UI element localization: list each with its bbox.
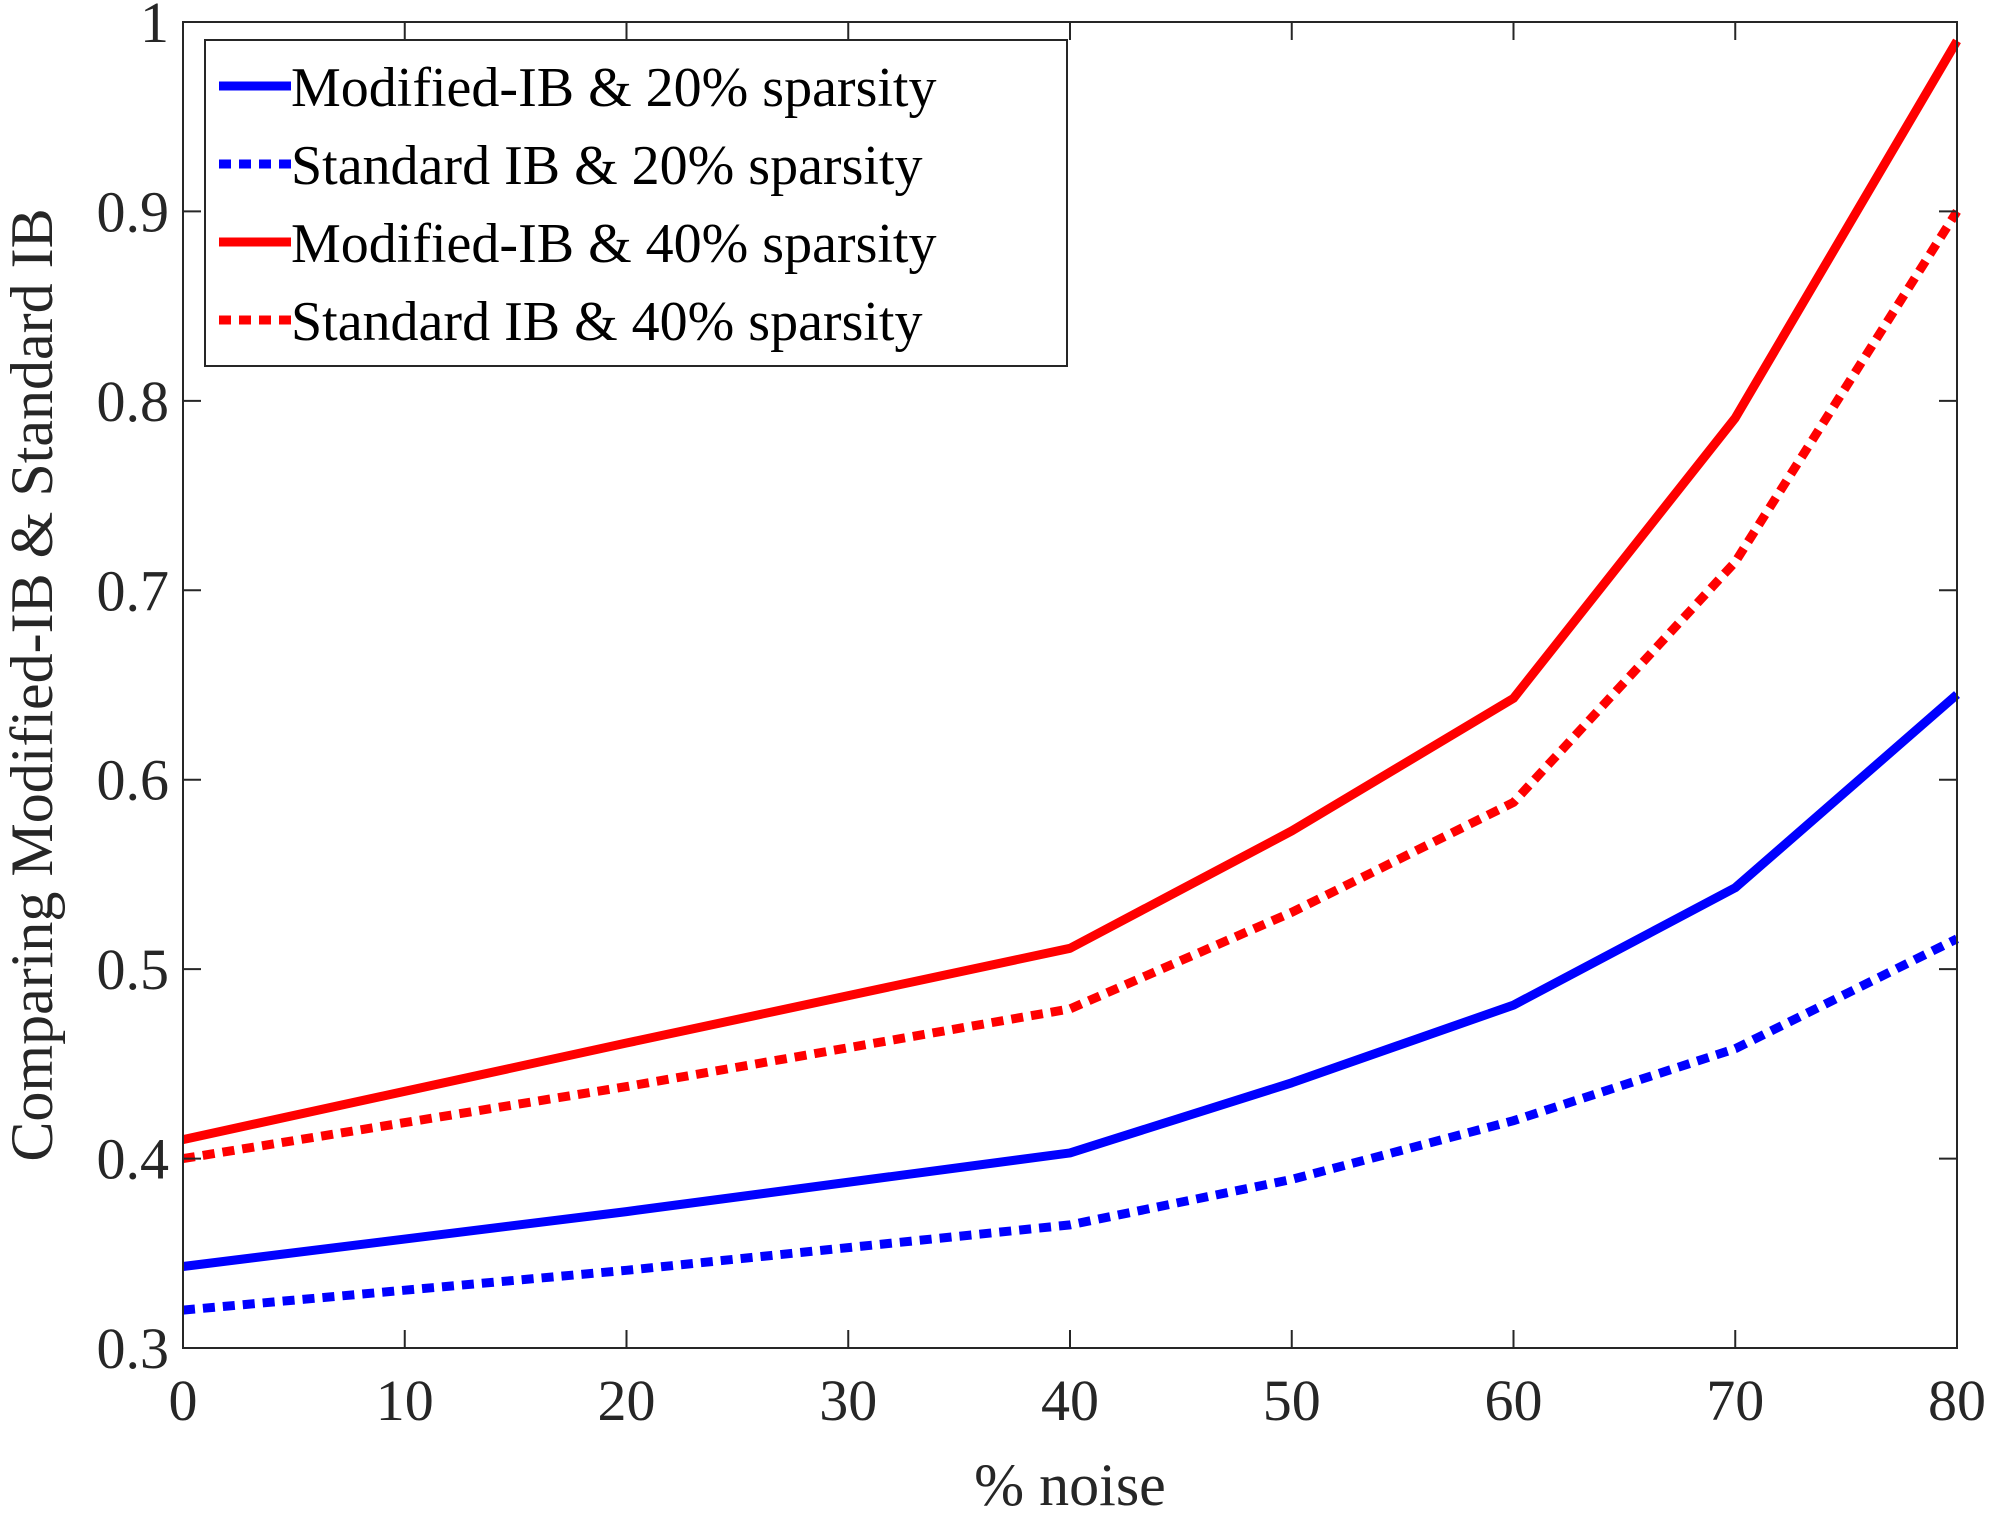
x-axis-label: % noise: [974, 1452, 1166, 1518]
y-tick-label: 0.4: [97, 1127, 170, 1192]
y-tick-label: 0.7: [97, 558, 170, 623]
y-axis-label: Comparing Modified-IB & Standard IB: [0, 208, 65, 1161]
x-tick-label: 40: [1041, 1368, 1099, 1433]
x-tick-label: 70: [1706, 1368, 1764, 1433]
series-line-3: [182, 38, 1961, 1144]
series-layer: [182, 38, 1961, 1315]
series-line-2: [182, 934, 1959, 1315]
series-line-4: [182, 208, 1961, 1164]
y-tick-label: 0.9: [97, 179, 170, 244]
x-tick-label: 50: [1263, 1368, 1321, 1433]
legend-box: [204, 39, 1068, 367]
x-tick-label: 0: [169, 1368, 198, 1433]
legend: Modified-IB & 20% sparsity Standard IB & …: [204, 39, 1068, 367]
y-tick-label: 0.5: [97, 937, 170, 1002]
x-tick-label: 30: [819, 1368, 877, 1433]
y-tick-label: 0.3: [97, 1316, 170, 1381]
x-tick-label: 80: [1928, 1368, 1986, 1433]
x-tick-label: 20: [598, 1368, 656, 1433]
legend-label-1: Modified-IB & 20% sparsity: [291, 57, 936, 119]
y-tick-label: 0.6: [97, 748, 170, 813]
series-line-1: [182, 691, 1960, 1271]
y-tick-label: 1: [140, 0, 169, 55]
legend-label-2: Standard IB & 20% sparsity: [291, 135, 922, 197]
x-tick-label: 60: [1485, 1368, 1543, 1433]
y-tick-label: 0.8: [97, 369, 170, 434]
legend-label-3: Modified-IB & 40% sparsity: [291, 213, 936, 275]
legend-label-4: Standard IB & 40% sparsity: [291, 291, 922, 353]
x-tick-label: 10: [376, 1368, 434, 1433]
tick-layer: [182, 21, 1958, 1349]
tick-label-layer: 0 10 20 30 40 50 60 70 80 0.3 0.4 0.5 0.6 0.7 0.8 0.9 1: [97, 0, 1987, 1433]
